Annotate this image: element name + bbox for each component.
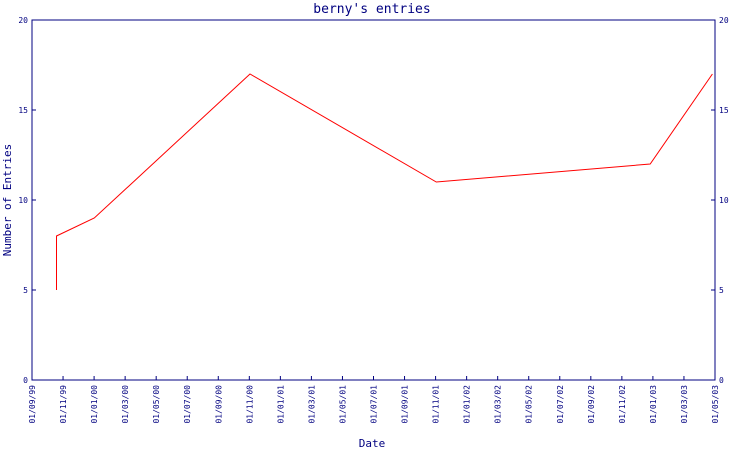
y-axis-label: Number of Entries bbox=[1, 144, 14, 257]
x-tick-label: 01/03/02 bbox=[494, 385, 503, 424]
x-axis-label: Date bbox=[359, 437, 386, 450]
x-tick-label: 01/03/00 bbox=[121, 385, 130, 424]
x-tick-label: 01/01/03 bbox=[649, 385, 658, 424]
y-tick-label: 20 bbox=[18, 16, 28, 25]
series-line bbox=[56, 73, 713, 290]
y-tick-label-right: 0 bbox=[719, 376, 724, 385]
x-tick-label: 01/07/00 bbox=[183, 385, 192, 424]
x-tick-label: 01/09/01 bbox=[401, 385, 410, 424]
x-tick-label: 01/05/01 bbox=[338, 385, 347, 424]
series-layer bbox=[56, 73, 713, 290]
y-tick-label-right: 15 bbox=[719, 106, 729, 115]
y-tick-label: 5 bbox=[23, 286, 28, 295]
x-tick-label: 01/11/02 bbox=[618, 385, 627, 424]
y-tick-label: 0 bbox=[23, 376, 28, 385]
x-tick-label: 01/11/01 bbox=[432, 385, 441, 424]
x-tick-label: 01/03/03 bbox=[680, 385, 689, 424]
x-tick-label: 01/03/01 bbox=[307, 385, 316, 424]
y-axis-left: 0 5 10 15 20 bbox=[18, 16, 36, 385]
x-tick-label: 01/07/02 bbox=[556, 385, 565, 424]
x-tick-label: 01/09/02 bbox=[587, 385, 596, 424]
x-tick-label: 01/11/99 bbox=[59, 385, 68, 424]
x-axis: 01/09/99 01/11/99 01/01/00 01/03/00 01/05/00… bbox=[28, 376, 720, 424]
chart-title: berny's entries bbox=[313, 2, 430, 17]
y-tick-label: 10 bbox=[18, 196, 28, 205]
x-tick-label: 01/07/01 bbox=[370, 385, 379, 424]
y-tick-label-right: 20 bbox=[719, 16, 729, 25]
x-tick-label: 01/05/02 bbox=[525, 385, 534, 424]
x-tick-label: 01/01/02 bbox=[463, 385, 472, 424]
y-axis-right: 0 5 10 15 20 bbox=[711, 16, 729, 385]
y-tick-label-right: 5 bbox=[719, 286, 724, 295]
x-tick-label: 01/11/00 bbox=[245, 385, 254, 424]
x-tick-label: 01/09/99 bbox=[28, 385, 37, 424]
x-tick-label: 01/05/03 bbox=[711, 385, 720, 424]
plot-frame bbox=[31, 19, 716, 381]
x-tick-label: 01/05/00 bbox=[152, 385, 161, 424]
y-tick-label-right: 10 bbox=[719, 196, 729, 205]
x-tick-label: 01/01/01 bbox=[276, 385, 285, 424]
x-tick-label: 01/09/00 bbox=[214, 385, 223, 424]
y-tick-label: 15 bbox=[18, 106, 28, 115]
x-tick-label: 01/01/00 bbox=[90, 385, 99, 424]
